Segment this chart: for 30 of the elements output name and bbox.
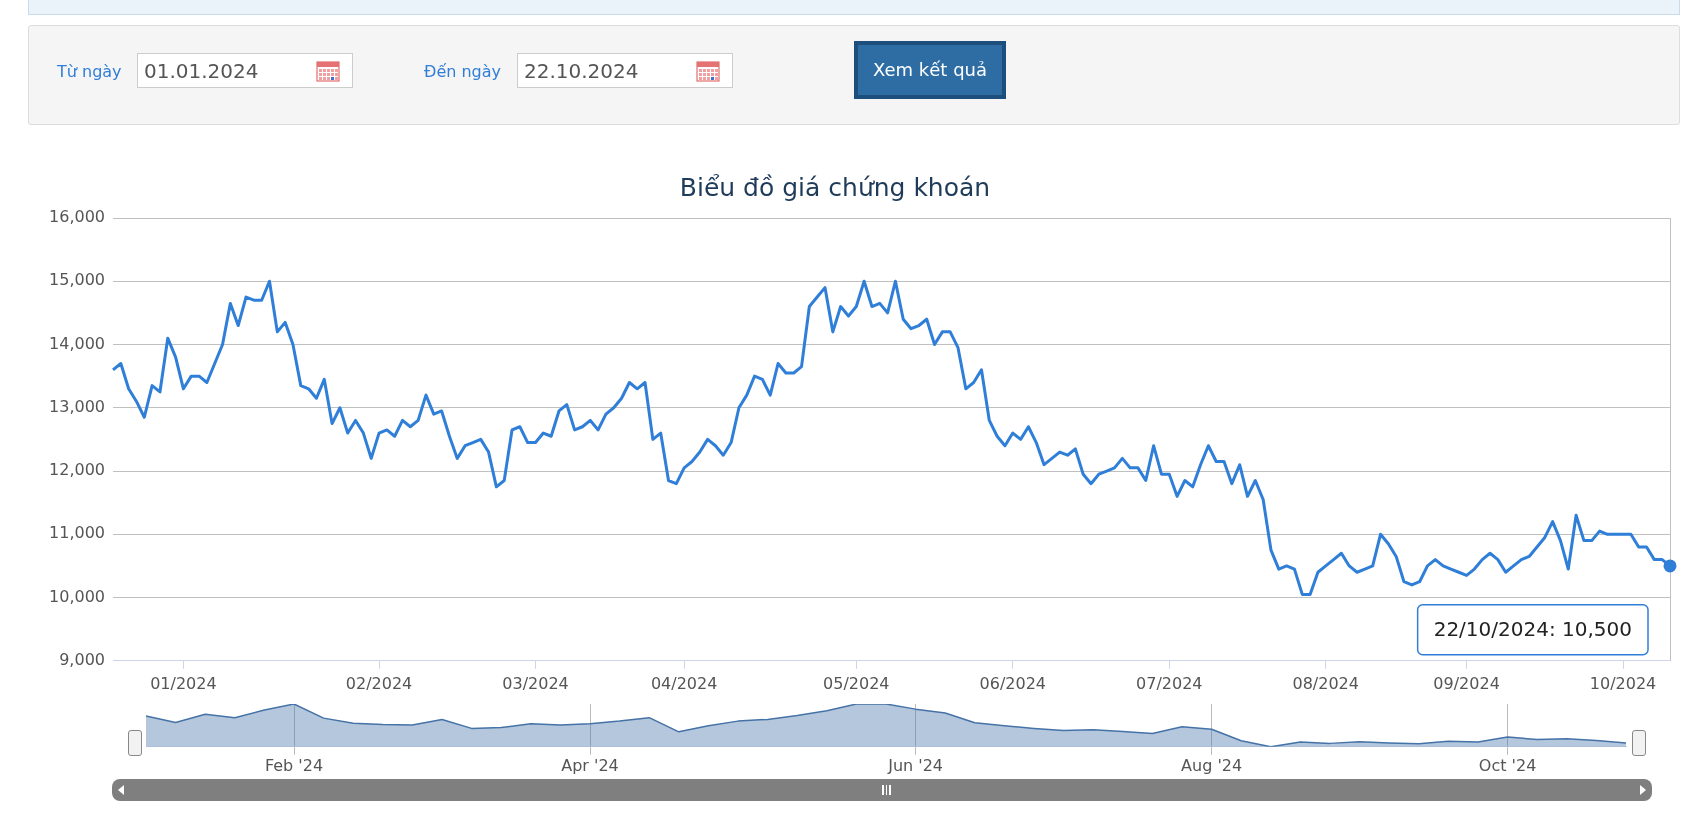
x-tick-label: 03/2024: [502, 673, 569, 693]
annotation: 22/10/2024: 10,500: [1433, 617, 1633, 641]
x-tick-label: 09/2024: [1433, 673, 1500, 693]
x-tick-label: Aug '24: [1181, 755, 1243, 775]
x-tick-label: Jun '24: [887, 755, 944, 775]
y-tick-label: 13,000: [49, 396, 105, 416]
x-tick-label: Feb '24: [264, 755, 324, 775]
text: 22.10.2024: [524, 59, 639, 83]
y-tick-label: 11,000: [49, 523, 105, 543]
text: Đến ngày: [424, 62, 502, 81]
y-tick-label: 9,000: [59, 649, 105, 669]
chart-title: Biểu đồ giá chứng khoán: [679, 172, 991, 202]
x-tick-label: Oct '24: [1478, 755, 1537, 775]
text: Từ ngày: [57, 62, 122, 81]
x-tick-label: 07/2024: [1136, 673, 1203, 693]
y-tick-label: 14,000: [49, 333, 105, 353]
x-tick-label: 10/2024: [1589, 673, 1657, 693]
x-tick-label: 08/2024: [1292, 673, 1359, 693]
x-tick-label: 06/2024: [979, 673, 1047, 693]
y-tick-label: 12,000: [49, 460, 105, 480]
x-tick-label: 04/2024: [650, 673, 718, 693]
y-tick-label: 15,000: [49, 270, 105, 290]
x-tick-label: Apr '24: [561, 755, 619, 775]
y-tick-label: 16,000: [49, 207, 105, 227]
x-tick-label: 02/2024: [345, 673, 413, 693]
y-tick-label: 10,000: [49, 586, 105, 606]
text: 01.01.2024: [144, 59, 259, 83]
x-tick-label: 05/2024: [823, 673, 890, 693]
x-tick-label: 01/2024: [150, 673, 217, 693]
text: Xem kết quả: [873, 59, 987, 80]
